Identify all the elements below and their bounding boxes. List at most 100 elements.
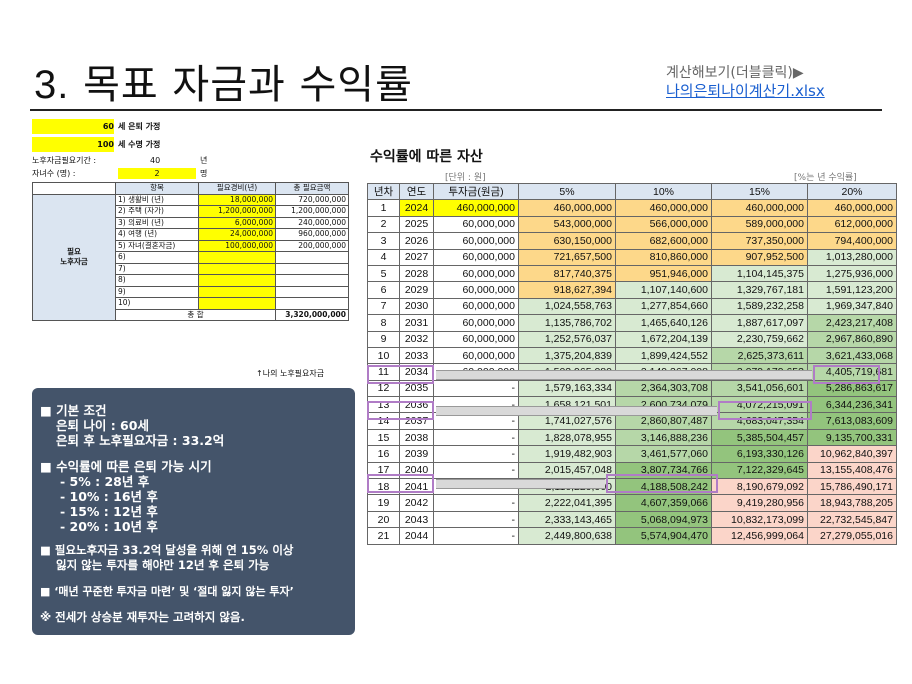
needs-table: 항목 필요경비(년) 총 필요금액 필요 노후자금 1) 생활비 (년) 18,000,0… — [32, 182, 349, 321]
need-header: 항목 — [115, 182, 199, 195]
table-row: 5 2028 60,000,000 817,740,375 951,946,000 1,1… — [367, 264, 897, 283]
need-item: 9) — [115, 285, 199, 298]
summary-line: - 15% : 12년 후 — [60, 504, 158, 519]
returns-cell: 2,222,041,395 — [518, 494, 616, 512]
returns-cell: 460,000,000 — [807, 199, 897, 217]
returns-cell: 10,962,840,397 — [807, 445, 897, 463]
returns-header: 20% — [807, 182, 897, 201]
returns-cell: 18,943,788,205 — [807, 494, 897, 512]
returns-cell: 2044 — [399, 527, 434, 545]
need-yearly — [198, 297, 276, 310]
returns-cell: 2026 — [399, 232, 434, 250]
title-divider — [30, 109, 882, 111]
period-value: 40 — [150, 156, 161, 165]
summary-line: ■ 필요노후자금 33.2억 달성을 위해 연 15% 이상 — [40, 543, 294, 557]
returns-cell: 2042 — [399, 494, 434, 512]
returns-cell: 2039 — [399, 445, 434, 463]
returns-cell: 1,828,078,955 — [518, 428, 616, 447]
need-item: 3) 의료비 (년) — [115, 216, 199, 229]
returns-cell: 12,456,999,064 — [711, 527, 808, 545]
summary-line: ■ 기본 조건 — [40, 403, 107, 418]
returns-cell: 60,000,000 — [433, 330, 519, 348]
returns-cell: - — [433, 379, 519, 398]
returns-cell: 589,000,000 — [711, 215, 808, 234]
returns-cell: 2028 — [399, 264, 434, 283]
need-total — [275, 285, 349, 298]
returns-header: 투자금(원금) — [433, 182, 519, 201]
returns-header: 10% — [615, 182, 712, 201]
returns-cell: 630,150,000 — [518, 232, 616, 250]
table-row: 8 2031 60,000,000 1,135,786,702 1,465,640,12… — [367, 314, 897, 332]
returns-cell: 2,364,303,708 — [615, 379, 712, 398]
returns-cell: 918,627,394 — [518, 281, 616, 299]
period-label: 노후자금필요기간 : — [32, 156, 97, 165]
need-item: 6) — [115, 251, 199, 264]
summary-line: 은퇴 후 노후필요자금 : 33.2억 — [56, 433, 225, 448]
returns-cell: 5,574,904,470 — [615, 527, 712, 545]
returns-cell: 543,000,000 — [518, 215, 616, 234]
returns-header: 15% — [711, 182, 808, 201]
returns-cell: 460,000,000 — [433, 199, 519, 217]
calculator-file-link[interactable]: 나의은퇴나이계산기.xlsx — [666, 82, 825, 100]
returns-cell: 794,400,000 — [807, 232, 897, 250]
calculator-link-area[interactable]: 계산해보기(더블클릭)▶ 나의은퇴나이계산기.xlsx — [666, 64, 825, 100]
life-age-cell: 100 — [32, 137, 114, 152]
returns-cell: 1,275,936,000 — [807, 264, 897, 283]
need-total — [275, 297, 349, 310]
returns-cell: 7,613,083,609 — [807, 412, 897, 430]
table-row: 6 2029 60,000,000 918,627,394 1,107,140,600 1… — [367, 281, 897, 299]
need-yearly — [198, 274, 276, 287]
returns-cell: 1,672,204,139 — [615, 330, 712, 348]
returns-cell: 16 — [367, 445, 400, 463]
need-item: 8) — [115, 274, 199, 287]
page-title: 3. 목표 자금과 수익률 — [34, 62, 413, 108]
returns-cell: 2 — [367, 215, 400, 234]
returns-cell: 1,013,280,000 — [807, 248, 897, 266]
need-yearly: 6,000,000 — [198, 216, 276, 229]
returns-cell: 1,969,347,840 — [807, 297, 897, 316]
unit-left: [단위 : 원] — [445, 173, 486, 183]
table-row: 17 2040-2,015,457,048 3,807,734,766 7,122,3… — [367, 461, 897, 480]
need-yearly — [198, 251, 276, 264]
returns-cell: 60,000,000 — [433, 264, 519, 283]
returns-cell: 2,015,457,048 — [518, 461, 616, 480]
highlight-year-16 — [367, 474, 434, 493]
table-row: 7 2030 60,000,000 1,024,558,763 1,277,854,66… — [367, 297, 897, 316]
children-unit: 명 — [200, 169, 208, 178]
returns-cell: - — [433, 445, 519, 463]
returns-cell: 5,068,094,973 — [615, 510, 712, 529]
table-row: 20 2043-2,333,143,465 5,068,094,973 10,832,… — [367, 510, 897, 529]
returns-cell: 721,657,500 — [518, 248, 616, 266]
returns-cell: - — [433, 494, 519, 512]
returns-cell: 60,000,000 — [433, 248, 519, 266]
need-total-value: 3,320,000,000 — [275, 308, 349, 321]
need-total — [275, 274, 349, 287]
returns-cell: 10,832,173,099 — [711, 510, 808, 529]
returns-cell: 2033 — [399, 346, 434, 365]
returns-cell: 20 — [367, 510, 400, 529]
arrow-row-10 — [436, 370, 812, 380]
highlight-15pct — [718, 401, 812, 420]
returns-cell: 2032 — [399, 330, 434, 348]
returns-cell: 60,000,000 — [433, 232, 519, 250]
need-yearly: 100,000,000 — [198, 239, 276, 252]
returns-cell: 1,887,617,097 — [711, 314, 808, 332]
returns-cell: 60,000,000 — [433, 314, 519, 332]
need-yearly — [198, 285, 276, 298]
arrow-row-12 — [436, 406, 717, 416]
returns-cell: 2,625,373,611 — [711, 346, 808, 365]
returns-cell: 3,621,433,068 — [807, 346, 897, 365]
need-total: 1,200,000,000 — [275, 205, 349, 218]
need-side-label: 필요 노후자금 — [32, 193, 116, 321]
returns-cell: 2,230,759,662 — [711, 330, 808, 348]
need-header: 총 필요금액 — [275, 182, 349, 195]
returns-cell: 1,579,163,334 — [518, 379, 616, 398]
need-yearly: 18,000,000 — [198, 193, 276, 206]
returns-cell: 60,000,000 — [433, 215, 519, 234]
returns-cell: 1,465,640,126 — [615, 314, 712, 332]
unit-right: [%는 년 수익률] — [794, 173, 857, 183]
returns-cell: - — [433, 510, 519, 529]
children-label: 자녀수 (명) : — [32, 169, 76, 178]
need-total: 200,000,000 — [275, 239, 349, 252]
returns-cell: 2025 — [399, 215, 434, 234]
